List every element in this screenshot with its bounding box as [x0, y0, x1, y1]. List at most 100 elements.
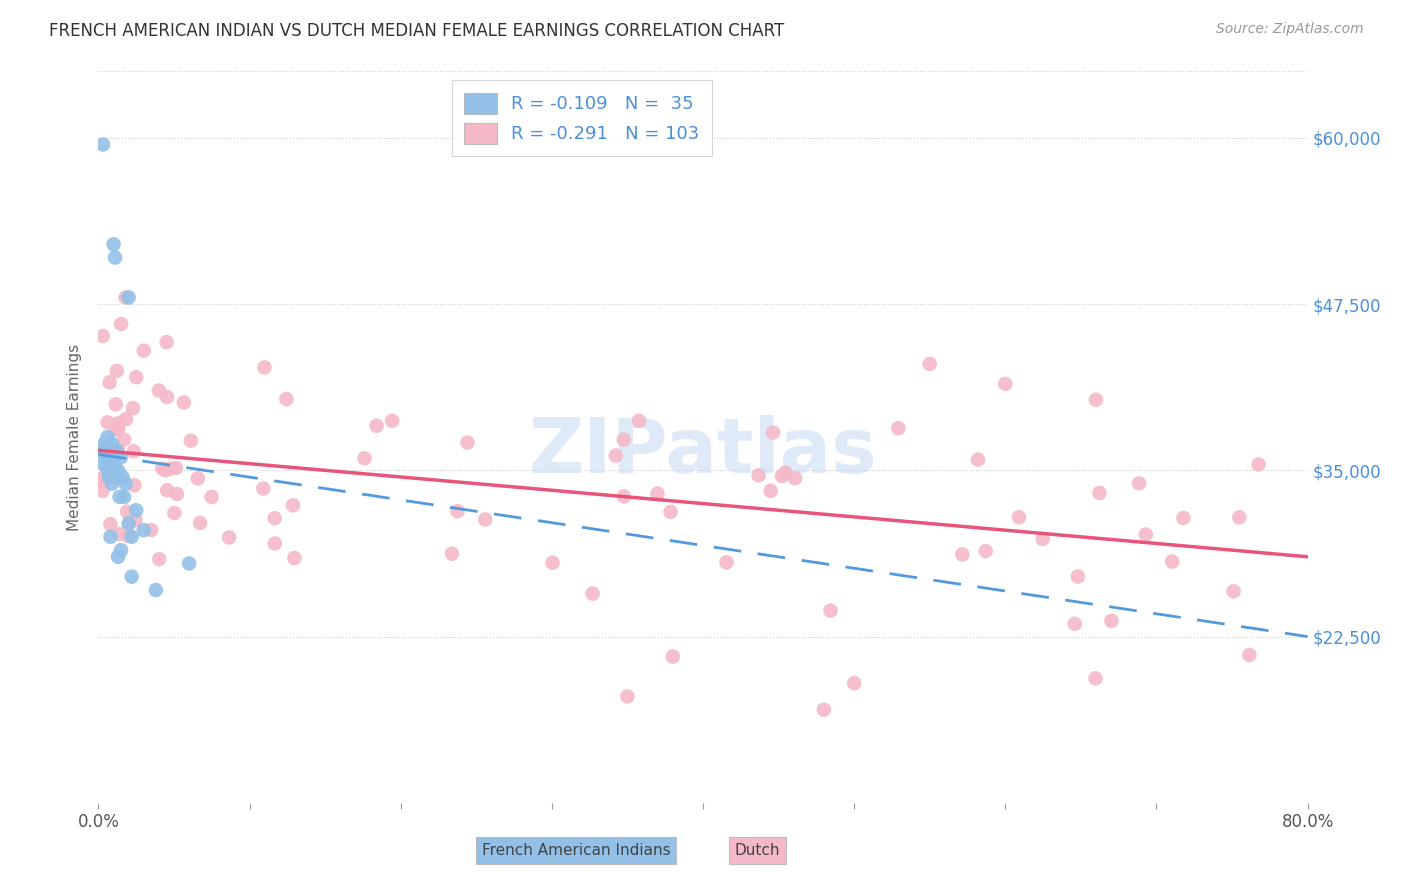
Point	[98, 376, 121, 390]
Point	[813, 703, 835, 717]
Text: Dutch: Dutch	[735, 843, 780, 858]
Point	[994, 376, 1017, 391]
Point	[887, 421, 910, 435]
Point	[108, 490, 131, 504]
Point	[150, 461, 173, 475]
Point	[108, 527, 131, 541]
Point	[1099, 614, 1122, 628]
Point	[91, 483, 114, 498]
Point	[1227, 510, 1250, 524]
Point	[1008, 510, 1031, 524]
Legend: R = -0.109   N =  35, R = -0.291   N = 103: R = -0.109 N = 35, R = -0.291 N = 103	[451, 80, 713, 156]
Point	[110, 543, 132, 558]
Point	[125, 370, 148, 384]
Point	[90, 475, 112, 489]
Point	[104, 251, 127, 265]
Point	[105, 443, 128, 458]
Point	[616, 690, 638, 704]
Point	[104, 463, 127, 477]
Point	[950, 548, 973, 562]
Point	[112, 490, 135, 504]
Point	[96, 430, 118, 444]
Point	[148, 552, 170, 566]
Point	[762, 425, 785, 440]
Point	[281, 499, 304, 513]
Point	[115, 505, 138, 519]
Point	[105, 470, 128, 484]
Point	[1084, 392, 1107, 407]
Point	[1032, 532, 1054, 546]
Point	[1063, 616, 1085, 631]
Point	[111, 470, 134, 484]
Point	[91, 471, 114, 485]
Point	[659, 505, 682, 519]
Point	[117, 529, 139, 543]
Point	[1222, 584, 1244, 599]
Point	[770, 469, 793, 483]
Point	[218, 531, 240, 545]
Point	[1088, 486, 1111, 500]
Point	[366, 418, 388, 433]
Point	[114, 290, 136, 304]
Point	[1161, 555, 1184, 569]
Point	[1239, 648, 1261, 662]
Point	[263, 536, 285, 550]
Point	[163, 506, 186, 520]
Point	[122, 401, 145, 416]
Point	[118, 290, 141, 304]
Point	[108, 416, 131, 430]
Point	[107, 549, 129, 564]
Point	[187, 471, 209, 485]
Point	[159, 461, 181, 475]
Point	[124, 513, 146, 527]
Point	[173, 395, 195, 409]
Point	[156, 483, 179, 498]
Point	[179, 557, 201, 571]
Point	[967, 452, 990, 467]
Point	[180, 434, 202, 448]
Text: Source: ZipAtlas.com: Source: ZipAtlas.com	[1216, 22, 1364, 37]
Point	[110, 317, 132, 331]
Point	[661, 649, 683, 664]
Point	[759, 483, 782, 498]
Point	[252, 482, 274, 496]
Point	[103, 466, 125, 480]
Point	[775, 466, 797, 480]
Point	[112, 433, 135, 447]
Point	[125, 503, 148, 517]
Point	[283, 551, 305, 566]
Point	[148, 384, 170, 398]
Point	[446, 504, 468, 518]
Point	[613, 490, 636, 504]
Point	[105, 364, 128, 378]
Point	[101, 476, 124, 491]
Point	[132, 523, 155, 537]
Point	[263, 511, 285, 525]
Point	[156, 335, 179, 350]
Point	[166, 487, 188, 501]
Point	[1247, 458, 1270, 472]
Point	[783, 471, 806, 485]
Point	[91, 457, 114, 471]
Point	[104, 397, 127, 411]
Point	[276, 392, 298, 406]
Point	[188, 516, 211, 530]
Point	[107, 422, 129, 436]
Point	[124, 478, 146, 492]
Point	[974, 544, 997, 558]
Point	[253, 360, 276, 375]
Point	[122, 444, 145, 458]
Point	[541, 556, 564, 570]
Point	[98, 470, 121, 484]
Point	[748, 468, 770, 483]
Point	[456, 435, 478, 450]
Text: ZIPatlas: ZIPatlas	[529, 415, 877, 489]
Point	[103, 450, 125, 464]
Point	[1128, 476, 1150, 491]
Point	[101, 436, 124, 450]
Point	[107, 442, 129, 456]
Point	[105, 422, 128, 436]
Point	[100, 530, 122, 544]
Point	[381, 414, 404, 428]
Point	[107, 463, 129, 477]
